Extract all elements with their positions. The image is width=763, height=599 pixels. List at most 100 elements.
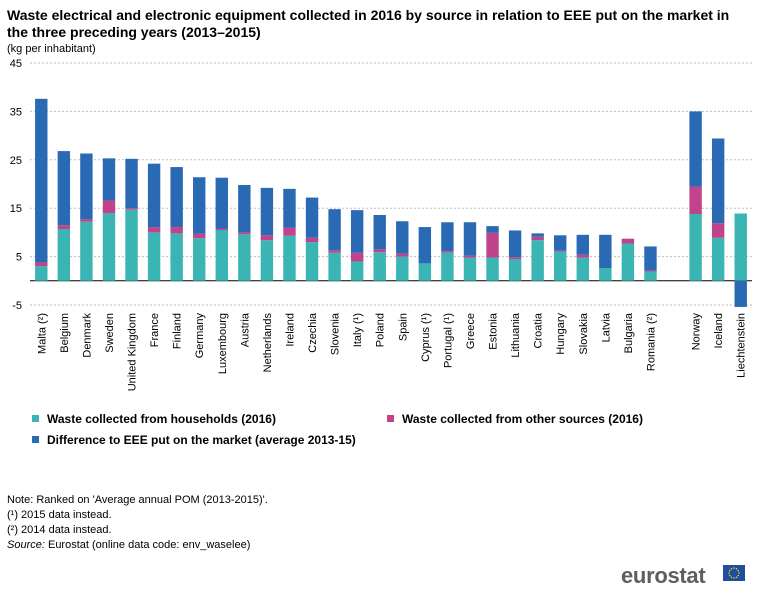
x-tick-label: Germany	[194, 313, 206, 359]
x-tick-label: Slovenia	[330, 312, 342, 355]
x-tick-label: Croatia	[533, 312, 545, 348]
bar-segment-households	[441, 252, 454, 281]
bar-segment-difference	[531, 233, 544, 237]
x-tick-label: Slovakia	[578, 312, 590, 354]
bar-segment-difference	[147, 163, 161, 228]
bar-segment-other-sources	[554, 250, 567, 252]
x-tick-label: Italy (¹)	[352, 313, 364, 347]
bar-segment-households	[102, 213, 116, 281]
bar-segment-difference	[644, 246, 657, 271]
x-tick-label: Greece	[465, 313, 477, 349]
footnote-1: (¹) 2015 data instead.	[7, 509, 112, 521]
x-tick-label: Estonia	[488, 312, 500, 350]
x-tick-label: Denmark	[81, 313, 93, 358]
bar-segment-other-sources	[57, 225, 71, 230]
x-tick-label: France	[149, 313, 161, 347]
bar-segment-difference	[35, 98, 48, 263]
x-tick-label: Finland	[172, 313, 184, 349]
bar-segment-households	[283, 235, 296, 281]
x-tick-label: Hungary	[555, 313, 567, 355]
bar-segment-other-sources	[147, 227, 161, 233]
bar-segment-households	[576, 257, 589, 281]
bar-segment-difference	[238, 184, 251, 233]
bar-segment-difference	[396, 221, 409, 254]
eurostat-logo: eurostat	[621, 563, 706, 588]
bar-segment-other-sources	[80, 219, 93, 222]
legend-swatch-other-sources	[387, 415, 394, 422]
bar-segment-other-sources	[441, 251, 454, 253]
bar-segment-households	[57, 229, 71, 281]
source-label: Source:	[7, 539, 45, 551]
bar-segment-households	[147, 232, 161, 281]
bar-segment-difference	[734, 280, 747, 307]
bar-segment-difference	[689, 111, 702, 187]
bar-segment-other-sources	[35, 262, 48, 267]
bar-segment-difference	[328, 209, 341, 251]
x-tick-label: Romania (²)	[645, 313, 657, 371]
unit-label: (kg per inhabitant)	[7, 43, 96, 55]
bar-segment-households	[193, 238, 206, 281]
bar-segment-other-sources	[486, 232, 499, 258]
bar-segment-other-sources	[350, 252, 364, 262]
x-tick-label: Ireland	[284, 313, 296, 347]
bar-segment-households	[328, 252, 341, 281]
y-tick-label: 5	[16, 252, 22, 264]
bar-segment-households	[644, 271, 657, 281]
bar-segment-difference	[576, 234, 589, 255]
bar-segment-difference	[441, 222, 454, 252]
x-tick-label: Cyprus (¹)	[420, 313, 432, 362]
bar-segment-households	[260, 240, 274, 281]
x-tick-label: Czechia	[307, 312, 319, 353]
bar-segment-difference	[80, 153, 93, 220]
eu-flag-icon	[723, 565, 745, 581]
bar-segment-households	[396, 256, 409, 281]
y-tick-label: 35	[10, 106, 22, 118]
bar-segment-households	[554, 251, 567, 281]
bar-segment-households	[418, 263, 432, 281]
x-tick-label: Malta (²)	[36, 313, 48, 354]
y-tick-label: 25	[10, 155, 22, 167]
bar-segment-difference	[260, 187, 274, 236]
legend-label-households: Waste collected from households (2016)	[47, 412, 276, 426]
bar-segment-difference	[554, 235, 567, 251]
bar-segment-other-sources	[328, 250, 341, 253]
bar-segment-other-sources	[508, 257, 522, 260]
bar-segment-other-sources	[102, 200, 116, 214]
x-tick-label: Belgium	[59, 313, 71, 353]
bar-segment-difference	[486, 226, 499, 233]
bar-segment-other-sources	[621, 238, 635, 244]
bar-segment-other-sources	[711, 223, 725, 238]
bar-segment-households	[238, 234, 251, 281]
bar-segment-difference	[599, 234, 612, 269]
footnote-2: (²) 2014 data instead.	[7, 524, 112, 536]
x-tick-label: Spain	[397, 313, 409, 341]
bar-segment-difference	[283, 188, 296, 228]
bar-segment-difference	[193, 177, 206, 234]
bar-segment-difference	[350, 210, 364, 253]
bar-segment-households	[215, 229, 228, 281]
bar-segment-other-sources	[170, 227, 183, 234]
legend-item-households: Waste collected from households (2016)	[32, 412, 276, 426]
source-line: Source: Eurostat (online data code: env_…	[7, 538, 268, 553]
bar-segment-households	[305, 242, 319, 281]
bar-segment-other-sources	[396, 253, 409, 257]
bar-segment-households	[508, 259, 522, 281]
bar-segment-households	[486, 257, 499, 281]
bar-segment-other-sources	[463, 255, 477, 258]
legend-label-other-sources: Waste collected from other sources (2016…	[402, 412, 643, 426]
bar-segment-difference	[418, 227, 432, 264]
bar-segment-other-sources	[283, 227, 296, 236]
legend-item-difference: Difference to EEE put on the market (ave…	[32, 433, 356, 447]
bar-segment-difference	[125, 158, 138, 209]
legend-item-other-sources: Waste collected from other sources (2016…	[387, 412, 643, 426]
bar-segment-other-sources	[238, 232, 251, 235]
bar-segment-households	[463, 257, 477, 281]
bar-segment-difference	[508, 230, 522, 258]
bar-segment-households	[531, 240, 544, 281]
bar-segment-households	[170, 233, 183, 281]
bar-segment-other-sources	[260, 235, 274, 241]
bar-segment-households	[373, 252, 386, 281]
x-tick-label: Bulgaria	[623, 312, 635, 353]
bar-segment-households	[80, 221, 93, 281]
x-tick-label: Portugal (¹)	[442, 313, 454, 368]
